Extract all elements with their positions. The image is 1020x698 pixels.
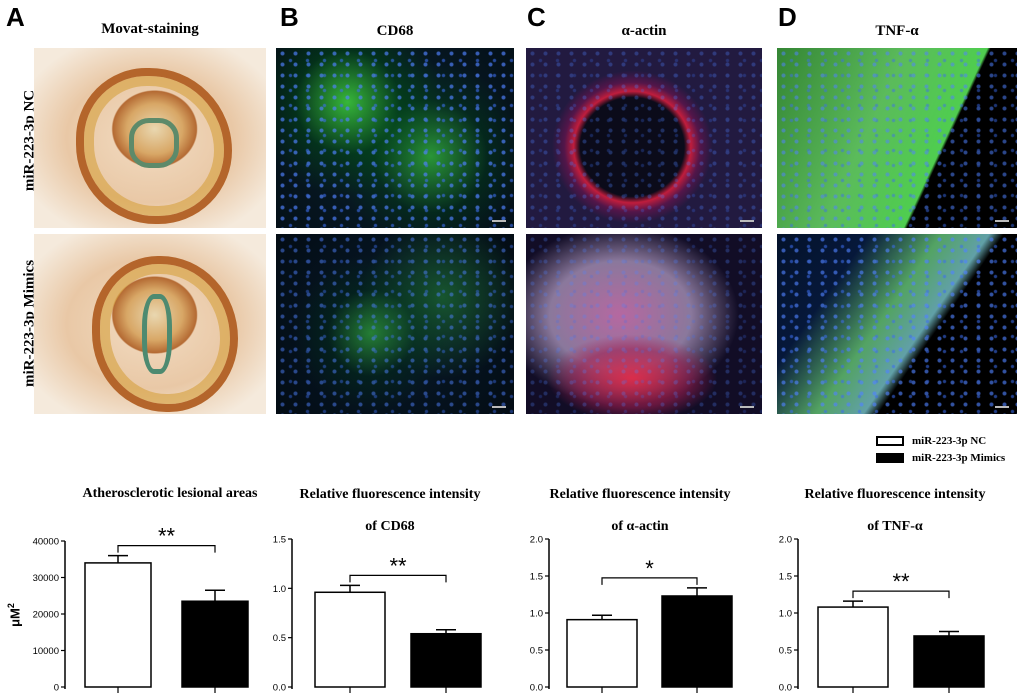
significance-marker: ** xyxy=(389,553,407,578)
bar-mimics xyxy=(913,635,985,688)
significance-marker: ** xyxy=(892,569,910,594)
column-title-cd68: CD68 xyxy=(376,23,414,39)
legend-swatch-nc xyxy=(876,435,904,446)
column-title-tnf-alpha: TNF-α xyxy=(875,23,919,39)
panel-letter-d: D xyxy=(778,2,797,32)
bar-mimics xyxy=(410,632,482,688)
y-tick-label: 1.5 xyxy=(273,535,286,546)
chart-title-1-line-1: Atherosclerotic lesional areas xyxy=(82,486,258,501)
chart-2-svg: 0.0 0.5 1.0 1.5 ** xyxy=(273,535,482,694)
movat-nc-image xyxy=(34,48,266,228)
bar-nc xyxy=(314,591,386,688)
movat-mimics-image xyxy=(34,234,266,414)
bar-nc xyxy=(84,562,152,688)
cd68-nc-image xyxy=(276,48,514,228)
chart-title-4-line-2: of TNF-α xyxy=(867,519,923,534)
y-tick-label: 0.0 xyxy=(273,683,286,694)
panel-letter-b: B xyxy=(280,2,299,32)
chart-1-ylabel-sup: 2 xyxy=(6,603,16,609)
alpha-actin-nc-image xyxy=(526,48,762,228)
chart-1-svg: 0 10000 20000 30000 40000 ** xyxy=(33,528,249,694)
y-tick-label: 1.5 xyxy=(779,572,792,583)
chart-title-2-line-2: of CD68 xyxy=(365,519,415,534)
y-tick-label: 1.5 xyxy=(530,572,543,583)
chart-title-3: Relative fluorescence intensity of α-act… xyxy=(520,486,760,536)
significance-bracket xyxy=(601,577,698,585)
legend-swatch-mimics xyxy=(876,452,904,463)
y-tick-label: 0.5 xyxy=(779,646,792,657)
chart-title-3-line-2: of α-actin xyxy=(611,519,669,534)
significance-bracket xyxy=(117,545,216,553)
legend-label-mimics: miR-223-3p Mimics xyxy=(912,451,1006,464)
y-tick-label: 0.5 xyxy=(273,633,286,644)
chart-title-4-line-1: Relative fluorescence intensity xyxy=(804,487,986,502)
significance-marker: * xyxy=(645,556,654,581)
y-tick-label: 1.0 xyxy=(273,584,286,595)
significance-bracket xyxy=(349,574,447,583)
chart-3-svg: 0.0 0.5 1.0 1.5 2.0 * xyxy=(530,535,733,694)
y-tick-label: 10000 xyxy=(33,646,59,657)
chart-title-3-line-1: Relative fluorescence intensity xyxy=(549,487,731,502)
tnf-alpha-nc-image xyxy=(777,48,1017,228)
chart-title-4: Relative fluorescence intensity of TNF-α xyxy=(775,486,1015,536)
y-tick-label: 0 xyxy=(54,683,59,694)
bar-nc xyxy=(817,606,889,688)
alpha-actin-mimics-image xyxy=(526,234,762,414)
chart-title-2-line-1: Relative fluorescence intensity xyxy=(299,487,481,502)
tnf-alpha-mimics-image xyxy=(777,234,1017,414)
y-tick-label: 2.0 xyxy=(530,535,543,546)
y-tick-label: 30000 xyxy=(33,573,59,584)
chart-4-svg: 0.0 0.5 1.0 1.5 2.0 ** xyxy=(779,535,985,694)
y-tick-label: 1.0 xyxy=(779,609,792,620)
legend: miR-223-3p NC miR-223-3p Mimics xyxy=(876,432,1005,466)
cd68-mimics-image xyxy=(276,234,514,414)
legend-label-nc: miR-223-3p NC xyxy=(912,434,987,447)
y-tick-label: 20000 xyxy=(33,610,59,621)
bar-nc xyxy=(566,618,638,688)
significance-marker: ** xyxy=(158,528,176,549)
y-tick-label: 0.5 xyxy=(530,646,543,657)
y-tick-label: 40000 xyxy=(33,537,59,548)
column-title-movat: Movat-staining xyxy=(101,21,199,37)
column-title-alpha-actin: α-actin xyxy=(621,23,667,39)
bar-mimics xyxy=(661,595,733,688)
y-tick-label: 1.0 xyxy=(530,609,543,620)
legend-item-nc: miR-223-3p NC xyxy=(876,432,1005,449)
chart-title-2: Relative fluorescence intensity of CD68 xyxy=(270,486,510,536)
chart-title-1: Atherosclerotic lesional areas xyxy=(40,486,300,502)
significance-bracket xyxy=(852,590,950,599)
y-tick-label: 2.0 xyxy=(779,535,792,546)
legend-item-mimics: miR-223-3p Mimics xyxy=(876,449,1005,466)
bar-mimics xyxy=(181,600,249,688)
panel-letter-a: A xyxy=(6,2,25,32)
y-tick-label: 0.0 xyxy=(530,683,543,694)
y-tick-label: 0.0 xyxy=(779,683,792,694)
panel-letter-c: C xyxy=(527,2,546,32)
